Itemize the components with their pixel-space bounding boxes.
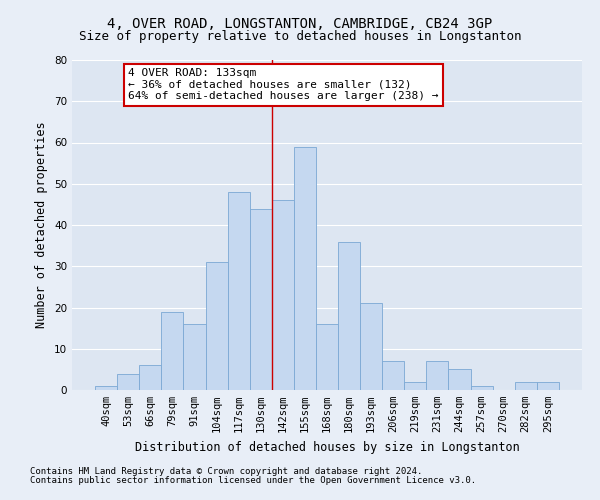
Text: Contains HM Land Registry data © Crown copyright and database right 2024.: Contains HM Land Registry data © Crown c… xyxy=(30,467,422,476)
X-axis label: Distribution of detached houses by size in Longstanton: Distribution of detached houses by size … xyxy=(134,440,520,454)
Bar xyxy=(161,312,184,390)
Bar xyxy=(206,262,227,390)
Bar xyxy=(316,324,338,390)
Bar xyxy=(427,361,448,390)
Bar xyxy=(227,192,250,390)
Bar xyxy=(95,386,117,390)
Bar xyxy=(448,370,470,390)
Bar xyxy=(117,374,139,390)
Bar xyxy=(404,382,427,390)
Text: 4, OVER ROAD, LONGSTANTON, CAMBRIDGE, CB24 3GP: 4, OVER ROAD, LONGSTANTON, CAMBRIDGE, CB… xyxy=(107,18,493,32)
Bar xyxy=(537,382,559,390)
Text: 4 OVER ROAD: 133sqm
← 36% of detached houses are smaller (132)
64% of semi-detac: 4 OVER ROAD: 133sqm ← 36% of detached ho… xyxy=(128,68,439,102)
Bar xyxy=(338,242,360,390)
Text: Size of property relative to detached houses in Longstanton: Size of property relative to detached ho… xyxy=(79,30,521,43)
Bar xyxy=(515,382,537,390)
Bar xyxy=(470,386,493,390)
Bar xyxy=(139,365,161,390)
Bar xyxy=(294,146,316,390)
Bar xyxy=(250,208,272,390)
Bar xyxy=(360,304,382,390)
Bar xyxy=(272,200,294,390)
Bar xyxy=(382,361,404,390)
Bar xyxy=(184,324,206,390)
Y-axis label: Number of detached properties: Number of detached properties xyxy=(35,122,49,328)
Text: Contains public sector information licensed under the Open Government Licence v3: Contains public sector information licen… xyxy=(30,476,476,485)
